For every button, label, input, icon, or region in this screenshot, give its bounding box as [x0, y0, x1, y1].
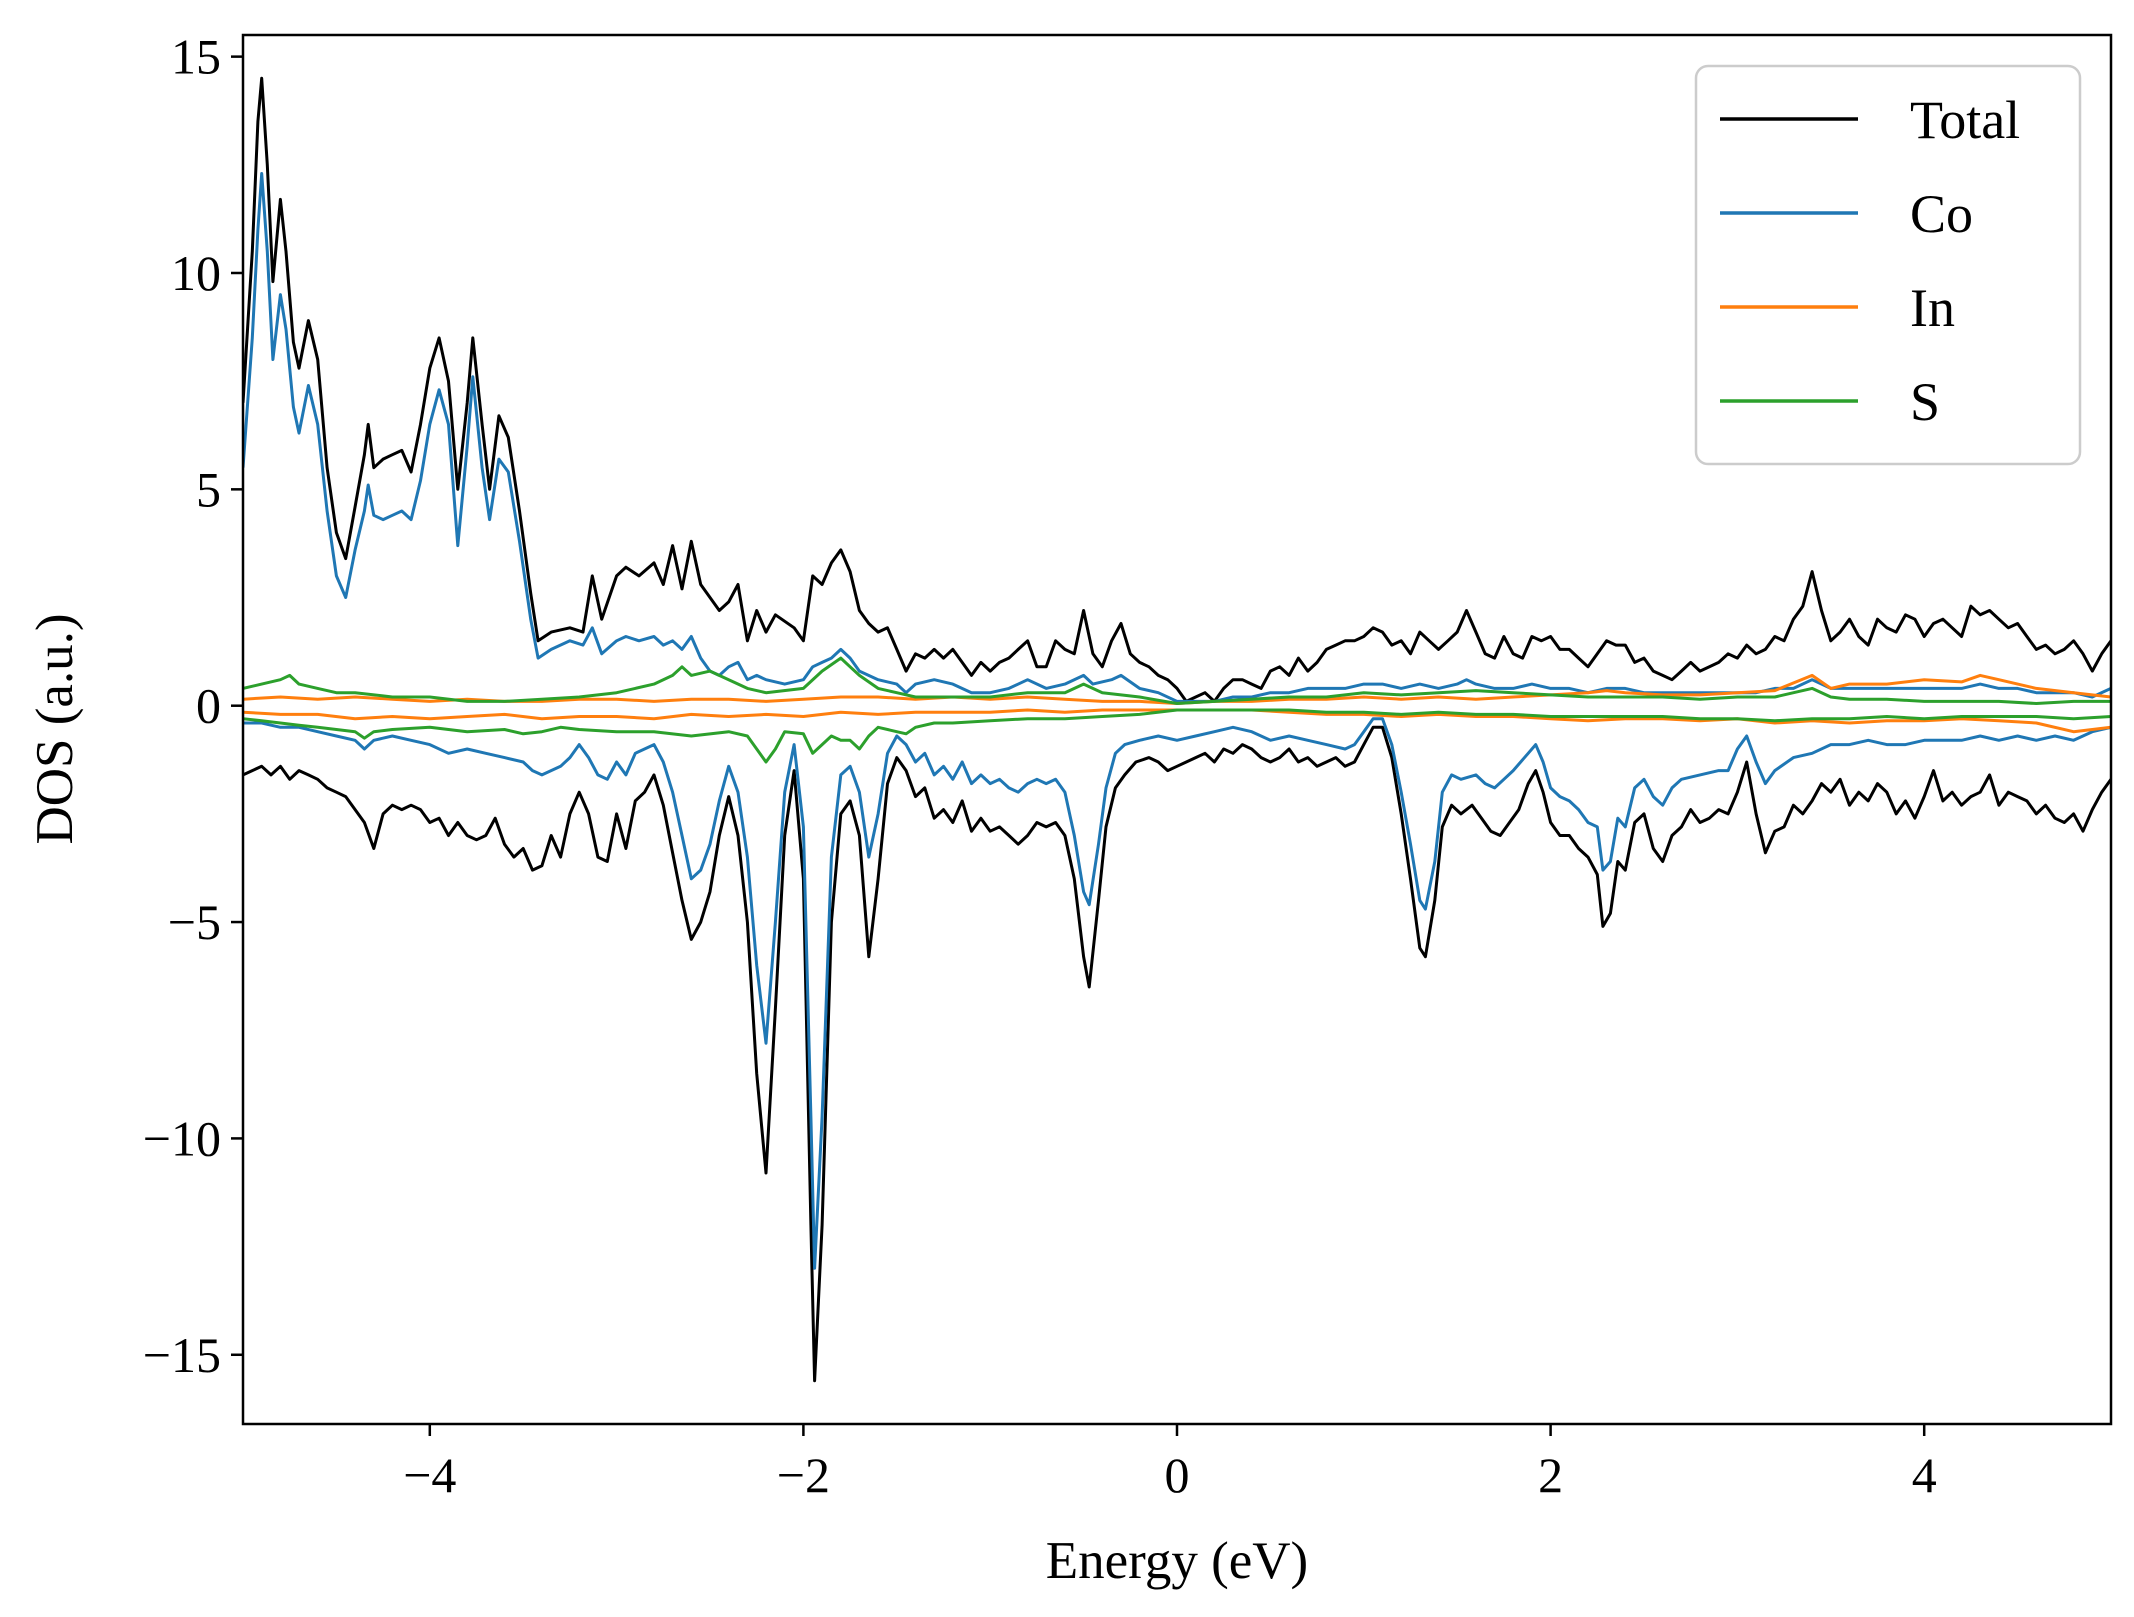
series-line-s-down [243, 708, 2111, 764]
series-layer [243, 76, 2111, 1383]
y-tick-label: 5 [196, 461, 221, 517]
legend-label-in: In [1910, 278, 1955, 338]
x-tick-label: −2 [777, 1447, 830, 1503]
series-line-co-down [243, 717, 2111, 1270]
series-line-total-up [243, 76, 2111, 703]
legend-label-s: S [1910, 372, 1940, 432]
legend-frame [1694, 64, 2082, 466]
x-tick-label: 4 [1912, 1447, 1937, 1503]
x-axis-label: Energy (eV) [1046, 1532, 1308, 1590]
x-tick-label: −4 [403, 1447, 456, 1503]
x-axis: −4 −2 0 2 4 [403, 1424, 1937, 1503]
x-tick-label: 2 [1538, 1447, 1563, 1503]
x-tick-label: 0 [1165, 1447, 1190, 1503]
y-tick-label: −5 [168, 894, 221, 950]
y-tick-label: 0 [196, 678, 221, 734]
y-axis-label: DOS (a.u.) [26, 613, 84, 844]
series-line-s-up [243, 656, 2111, 705]
y-tick-label: 15 [171, 29, 221, 85]
y-tick-label: −15 [143, 1327, 221, 1383]
legend-label-co: Co [1910, 184, 1973, 244]
legend: Total Co In S [1694, 64, 2082, 466]
series-line-co-up [243, 172, 2111, 703]
legend-label-total: Total [1910, 90, 2020, 150]
y-tick-label: −10 [143, 1110, 221, 1166]
y-tick-label: 10 [171, 245, 221, 301]
y-axis: 15 10 5 0 −5 −10 −15 [143, 29, 243, 1383]
series-line-total-down [243, 725, 2111, 1383]
